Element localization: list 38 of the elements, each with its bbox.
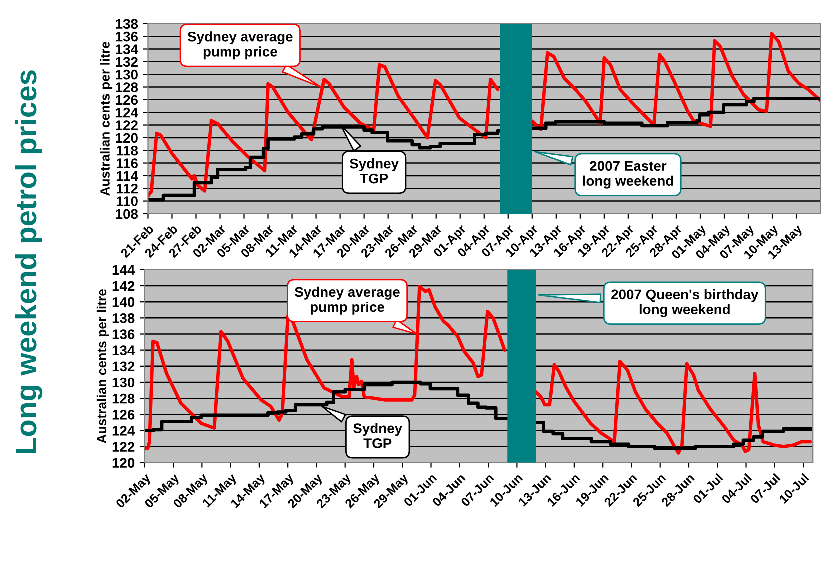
y-tick-label: 108 [116,209,138,220]
y-tick-label: 132 [116,57,138,68]
annotation: Sydney TGP [350,158,399,184]
y-tick-label: 132 [112,362,135,372]
y-tick-label: 128 [112,394,135,404]
y-tick-label: 110 [116,196,138,206]
y-tick-label: 140 [112,297,135,308]
annotation: Sydney TGP [354,423,402,448]
y-axis-title: Australian cents per litre [96,290,110,444]
band-label: 2007 Easter long weekend [583,161,674,189]
y-tick-label: 136 [116,32,138,42]
y-tick-label: 142 [112,281,135,292]
y-tick-label: 122 [112,442,135,452]
band-label: 2007 Queen's birthday long weekend [612,289,759,318]
y-tick-label: 122 [116,120,138,130]
y-tick-label: 130 [116,70,138,80]
y-tick-label: 120 [112,458,135,468]
annotation: Sydney average pump price [295,286,400,315]
y-tick-label: 118 [116,146,138,156]
y-tick-label: 138 [112,314,135,324]
y-tick-label: 144 [112,265,136,275]
y-tick-label: 138 [116,19,138,30]
y-tick-label: 128 [116,82,138,92]
y-tick-label: 112 [116,184,138,194]
y-tick-label: 134 [116,44,138,54]
y-tick-label: 126 [112,410,135,420]
y-tick-label: 130 [112,378,135,388]
y-tick-label: 124 [116,108,138,118]
annotation: Sydney average pump price [188,32,293,60]
y-tick-label: 116 [116,158,138,168]
y-tick-label: 126 [116,95,138,106]
y-tick-label: 134 [112,346,136,356]
y-axis-title: Australian cents per litre [100,42,113,196]
text: Long weekend petrol prices [15,70,43,454]
y-tick-label: 136 [112,330,135,340]
y-tick-label: 124 [112,426,136,436]
y-tick-label: 114 [116,171,138,181]
y-tick-label: 120 [116,133,138,144]
